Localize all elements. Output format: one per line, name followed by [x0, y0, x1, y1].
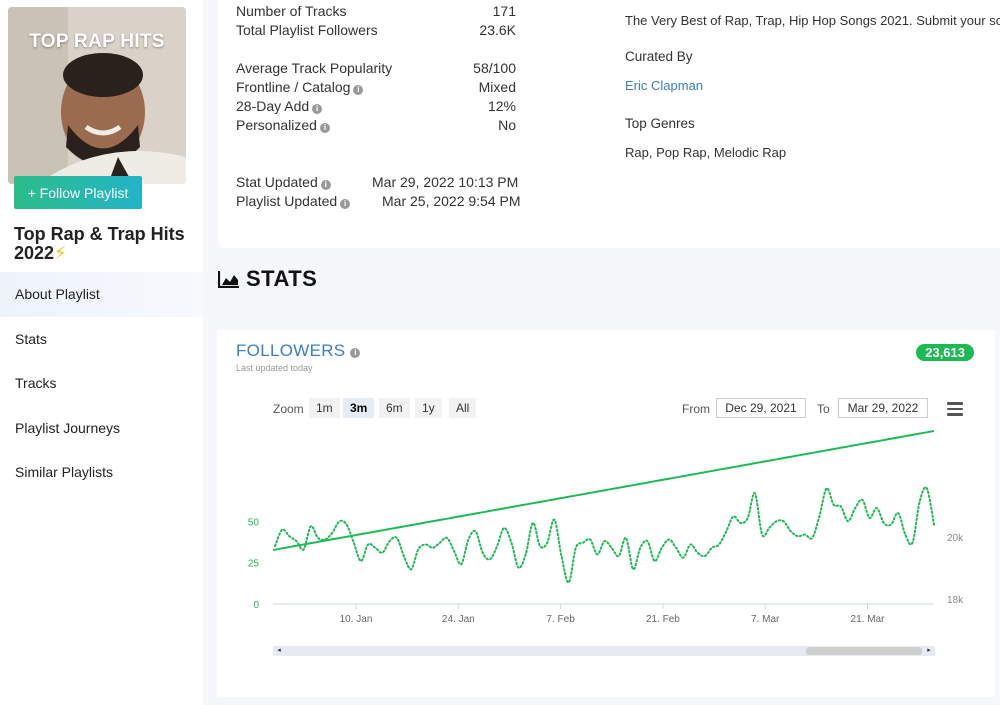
followers-label: Total Playlist Followers: [236, 22, 378, 38]
playlist-cover-image: TOP RAP HITS: [8, 7, 186, 184]
from-date-input[interactable]: Dec 29, 2021: [716, 398, 806, 418]
nav-item-similar-playlists[interactable]: Similar Playlists: [15, 464, 114, 481]
left-y-tick-label: 0: [253, 600, 259, 611]
followers-count-badge: 23,613: [916, 344, 974, 361]
x-tick-label: 10. Jan: [340, 614, 373, 625]
frontline-value: Mixed: [478, 79, 516, 95]
popularity-label: Average Track Popularity: [236, 60, 393, 76]
x-tick-label: 21. Mar: [851, 614, 886, 625]
follow-playlist-button[interactable]: + Follow Playlist: [14, 176, 142, 209]
add-value: 12%: [487, 98, 516, 114]
zoom-1m-button[interactable]: 1m: [309, 398, 340, 418]
chart-navigator-scrollbar[interactable]: ◂ ▸: [273, 646, 935, 656]
x-tick-label: 24. Jan: [442, 614, 475, 625]
to-date-input[interactable]: Mar 29, 2022: [838, 398, 928, 418]
personalized-row: Personalized i: [236, 117, 330, 133]
info-icon[interactable]: i: [340, 199, 351, 209]
lightning-icon: ⚡: [54, 243, 67, 263]
playlist-info-card: Number of Tracks 171 Total Playlist Foll…: [218, 0, 1000, 248]
followers-chart: 10. Jan 24. Jan 7. Feb 21. Feb 7. Mar 21. Mar…: [248, 430, 964, 625]
trend-line-series: [272, 430, 935, 551]
frontline-label: Frontline / Catalog: [236, 79, 351, 95]
x-tick-label: 21. Feb: [646, 614, 680, 625]
stat-updated-row: Stat Updated i: [236, 174, 331, 190]
scroll-thumb[interactable]: [806, 647, 922, 655]
info-icon[interactable]: i: [312, 104, 323, 114]
left-y-tick-label: 25: [248, 559, 260, 570]
area-chart-icon: [218, 271, 239, 288]
nav-item-tracks[interactable]: Tracks: [15, 375, 57, 392]
add-label: 28-Day Add: [236, 98, 310, 114]
top-genres-label: Top Genres: [625, 116, 695, 131]
playlist-title-text: Top Rap & Trap Hits 2022: [14, 224, 185, 263]
playlist-updated-label: Playlist Updated: [236, 193, 338, 209]
right-y-tick-label: 20k: [947, 533, 964, 544]
tracks-label: Number of Tracks: [236, 3, 347, 19]
followers-chart-card: FOLLOWERS i Last updated today 23,613 Zoo…: [217, 330, 995, 697]
to-label: To: [817, 402, 830, 416]
from-label: From: [682, 402, 710, 416]
nav-item-about-playlist[interactable]: About Playlist: [0, 272, 203, 317]
cover-portrait-art: [8, 7, 186, 184]
info-icon[interactable]: i: [353, 85, 364, 95]
zoom-6m-button[interactable]: 6m: [379, 398, 410, 418]
zoom-all-button[interactable]: All: [449, 398, 477, 418]
followers-value: 23.6K: [479, 22, 516, 38]
scroll-left-arrow-icon[interactable]: ◂: [277, 647, 281, 654]
tracks-value: 171: [492, 3, 516, 19]
playlist-title: Top Rap & Trap Hits 2022⚡: [14, 225, 199, 263]
nav-item-playlist-journeys[interactable]: Playlist Journeys: [15, 419, 121, 436]
chart-menu-icon[interactable]: [947, 402, 963, 416]
stat-updated-label: Stat Updated: [236, 174, 318, 190]
sidebar: TOP RAP HITS + Follow Playlist Top Rap &…: [0, 0, 203, 705]
cover-title-text: TOP RAP HITS: [29, 31, 165, 52]
info-icon[interactable]: i: [320, 180, 331, 190]
left-y-tick-label: 50: [248, 517, 260, 528]
followers-title-text: FOLLOWERS: [236, 341, 346, 360]
x-tick-label: 7. Mar: [751, 614, 780, 625]
stats-heading-text: STATS: [246, 266, 318, 291]
last-updated-text: Last updated today: [236, 363, 313, 373]
personalized-label: Personalized: [236, 117, 317, 133]
playlist-updated-value: Mar 25, 2022 9:54 PM: [382, 193, 521, 209]
curated-by-label: Curated By: [625, 49, 693, 64]
sidebar-nav: About Playlist Stats Tracks Playlist Jou…: [0, 272, 203, 495]
playlist-updated-row: Playlist Updated i: [236, 193, 351, 209]
popularity-value: 58/100: [473, 60, 516, 76]
zoom-1y-button[interactable]: 1y: [415, 398, 442, 418]
add-row: 28-Day Add i: [236, 98, 323, 114]
top-genres-value: Rap, Pop Rap, Melodic Rap: [625, 145, 787, 160]
stat-updated-value: Mar 29, 2022 10:13 PM: [372, 174, 519, 190]
followers-title: FOLLOWERS i: [236, 341, 361, 361]
playlist-description: The Very Best of Rap, Trap, Hip Hop Song…: [625, 13, 1000, 28]
scroll-right-arrow-icon[interactable]: ▸: [927, 647, 931, 654]
personalized-value: No: [498, 117, 516, 133]
info-icon[interactable]: i: [350, 348, 361, 358]
nav-item-stats[interactable]: Stats: [15, 330, 47, 347]
zoom-3m-button[interactable]: 3m: [343, 398, 375, 418]
right-y-tick-label: 18k: [947, 595, 964, 606]
followers-dotted-series: [274, 486, 935, 584]
zoom-label: Zoom: [273, 402, 304, 416]
frontline-row: Frontline / Catalog i: [236, 79, 364, 95]
x-tick-label: 7. Feb: [546, 614, 575, 625]
info-icon[interactable]: i: [319, 123, 330, 133]
stats-heading: STATS: [218, 266, 317, 292]
curator-link[interactable]: Eric Clapman: [625, 78, 704, 93]
